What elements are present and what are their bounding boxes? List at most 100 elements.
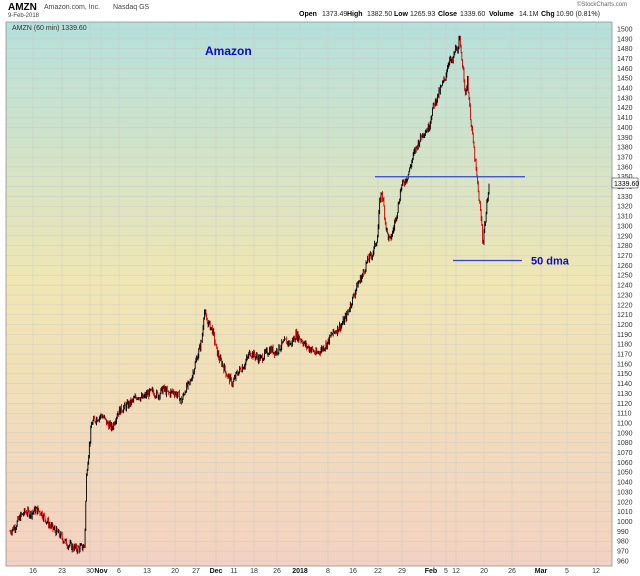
y-tick-label: 1000 [617, 519, 633, 526]
x-tick-label: 22 [374, 568, 382, 575]
y-tick-label: 1480 [617, 46, 633, 53]
y-tick-label: 1330 [617, 194, 633, 201]
x-tick-label: 5 [565, 568, 569, 575]
x-tick-label: 20 [480, 568, 488, 575]
y-tick-label: 1420 [617, 105, 633, 112]
price-tag: 1339.60 [611, 177, 639, 189]
legend-text: AMZN (60 min) 1339.60 [12, 25, 87, 32]
y-axis: 960 970 980 990 1000 1010 1020 1030 1040 1050 1060… [617, 26, 633, 565]
y-tick-label: 1050 [617, 470, 633, 477]
y-tick-label: 1240 [617, 283, 633, 290]
price-tag-text: 1339.60 [614, 181, 639, 188]
y-tick-label: 1110 [617, 411, 632, 418]
plot-border [5, 21, 613, 567]
close-label: Close [438, 11, 458, 18]
plot-background [6, 22, 612, 566]
y-tick-label: 1070 [617, 450, 633, 457]
y-tick-label: 1120 [617, 401, 632, 408]
x-tick-label: 30 [86, 568, 94, 575]
x-tick-label: 16 [29, 568, 37, 575]
x-tick-label: 26 [273, 568, 281, 575]
grid-lines [6, 22, 612, 566]
x-tick-label: 12 [592, 568, 600, 575]
exchange-text: Nasdaq GS [113, 4, 150, 11]
y-tick-label: 1400 [617, 125, 633, 132]
company-text: Amazon.com, Inc. [44, 4, 101, 11]
y-tick-label: 1200 [617, 322, 633, 329]
y-tick-label: 1410 [617, 115, 633, 122]
y-tick-label: 1020 [617, 499, 633, 506]
y-tick-label: 1220 [617, 302, 633, 309]
chart-header: AMZN Amazon.com, Inc. Nasdaq GS 9-Feb-20… [0, 0, 640, 22]
chart-title: Amazon [205, 44, 252, 58]
close-value: 1339.60 [460, 11, 486, 18]
x-tick-label: Mar [535, 568, 548, 575]
y-tick-label: 1080 [617, 440, 633, 447]
x-tick-label: Nov [94, 568, 107, 575]
x-axis: 16 23 30 Nov 6 13 20 27 Dec 11 18 26 2018 8 16 22 29 Feb 5… [29, 568, 600, 575]
y-tick-label: 1490 [617, 36, 633, 43]
y-tick-label: 1460 [617, 66, 633, 73]
y-tick-label: 1250 [617, 273, 633, 280]
x-tick-label: 6 [117, 568, 121, 575]
x-tick-label: 29 [398, 568, 406, 575]
x-tick-label: 11 [230, 568, 237, 575]
y-tick-label: 1450 [617, 76, 633, 83]
volume-label: Volume [489, 11, 514, 18]
y-tick-label: 1360 [617, 164, 633, 171]
open-label: Open [299, 11, 317, 18]
dma-label: 50 dma [531, 256, 570, 268]
date-text: 9-Feb-2018 [8, 13, 40, 19]
low-label: Low [394, 11, 408, 18]
y-tick-label: 1270 [617, 253, 633, 260]
volume-value: 14.1M [519, 11, 539, 18]
x-tick-label: 8 [326, 568, 330, 575]
y-tick-label: 1140 [617, 381, 632, 388]
high-label: High [347, 11, 363, 18]
y-tick-label: 1130 [617, 391, 632, 398]
y-tick-label: 1470 [617, 56, 633, 63]
symbol-text: AMZN [8, 2, 37, 13]
annotations: 50 dma [375, 176, 570, 268]
y-tick-label: 990 [617, 529, 629, 536]
y-tick-label: 1060 [617, 460, 633, 467]
y-tick-label: 1260 [617, 263, 633, 270]
price-tag-box [611, 177, 639, 189]
y-tick-label: 1040 [617, 480, 633, 487]
x-tick-label: 23 [58, 568, 66, 575]
y-tick-label: 1160 [617, 361, 632, 368]
x-tick-label: 12 [452, 568, 460, 575]
x-tick-label: Dec [210, 568, 223, 575]
x-tick-label: 13 [143, 568, 151, 575]
y-tick-label: 1300 [617, 223, 633, 230]
x-tick-label: 26 [508, 568, 516, 575]
price-series [9, 35, 490, 555]
x-tick-label: 20 [171, 568, 179, 575]
y-tick-label: 1090 [617, 430, 633, 437]
open-value: 1373.49 [322, 11, 348, 18]
y-tick-label: 1350 [617, 174, 633, 181]
y-tick-label: 1500 [617, 26, 633, 33]
y-tick-label: 960 [617, 558, 629, 565]
y-tick-label: 1100 [617, 420, 632, 427]
y-tick-label: 1010 [617, 509, 633, 516]
y-tick-label: 1320 [617, 204, 633, 211]
x-tick-label: 16 [349, 568, 357, 575]
low-value: 1265.93 [410, 11, 436, 18]
y-tick-label: 1280 [617, 243, 633, 250]
y-tick-label: 1370 [617, 154, 633, 161]
x-tick-label: Feb [425, 568, 437, 575]
y-tick-label: 1230 [617, 292, 633, 299]
y-tick-label: 1440 [617, 86, 633, 93]
x-tick-label: 5 [444, 568, 448, 575]
y-tick-label: 1290 [617, 233, 633, 240]
y-tick-label: 1150 [617, 371, 632, 378]
y-tick-label: 1210 [617, 312, 633, 319]
y-tick-label: 1390 [617, 135, 633, 142]
y-tick-label: 1380 [617, 145, 633, 152]
y-tick-label: 1310 [617, 214, 633, 221]
y-tick-label: 1170 [617, 352, 632, 359]
chg-label: Chg [541, 11, 555, 18]
x-tick-label: 18 [250, 568, 258, 575]
